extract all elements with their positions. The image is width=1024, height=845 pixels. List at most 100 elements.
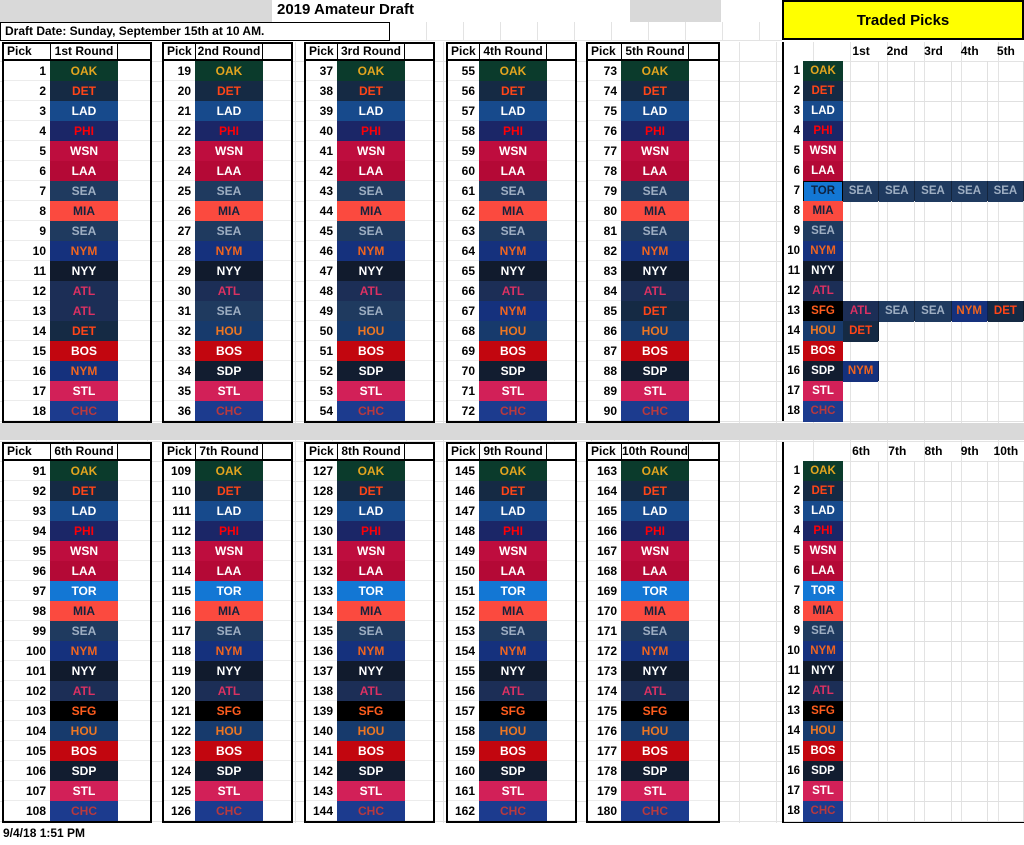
pick-number-cell[interactable]: 155 [448, 661, 479, 681]
traded-empty-cell[interactable] [951, 161, 988, 182]
pick-number-cell[interactable]: 8 [4, 201, 50, 221]
team-cell-bos[interactable]: BOS [50, 341, 118, 361]
traded-team-cell-mia[interactable]: MIA [803, 601, 843, 622]
team-cell-laa[interactable]: LAA [479, 561, 547, 581]
empty-cell[interactable] [547, 641, 575, 661]
team-cell-tor[interactable]: TOR [50, 581, 118, 601]
empty-cell[interactable] [689, 481, 718, 501]
pick-number-cell[interactable]: 66 [448, 281, 479, 301]
empty-cell[interactable] [263, 701, 291, 721]
traded-empty-cell[interactable] [951, 721, 988, 742]
team-cell-sea[interactable]: SEA [195, 181, 263, 201]
traded-empty-cell[interactable] [915, 401, 952, 422]
team-cell-nyy[interactable]: NYY [337, 661, 405, 681]
team-cell-atl[interactable]: ATL [337, 681, 405, 701]
traded-empty-cell[interactable] [843, 561, 880, 582]
traded-empty-cell[interactable] [879, 721, 916, 742]
pick-number-cell[interactable]: 124 [164, 761, 195, 781]
pick-number-cell[interactable]: 160 [448, 761, 479, 781]
team-cell-wsn[interactable]: WSN [479, 541, 547, 561]
pick-number-cell[interactable]: 72 [448, 401, 479, 421]
team-cell-mia[interactable]: MIA [621, 201, 689, 221]
pick-number-cell[interactable]: 127 [306, 461, 337, 481]
pick-number-cell[interactable]: 92 [4, 481, 50, 501]
traded-empty-cell[interactable] [879, 121, 916, 142]
pick-number-cell[interactable]: 109 [164, 461, 195, 481]
team-cell-tor[interactable]: TOR [621, 581, 689, 601]
traded-empty-cell[interactable] [987, 621, 1024, 642]
traded-team-cell-bos[interactable]: BOS [803, 741, 843, 762]
traded-team-cell-sdp[interactable]: SDP [803, 361, 843, 382]
team-cell-wsn[interactable]: WSN [337, 541, 405, 561]
traded-empty-cell[interactable] [879, 601, 916, 622]
empty-cell[interactable] [547, 581, 575, 601]
pick-number-cell[interactable]: 111 [164, 501, 195, 521]
team-cell-det[interactable]: DET [621, 81, 689, 101]
team-cell-chc[interactable]: CHC [50, 401, 118, 421]
traded-empty-cell[interactable] [915, 561, 952, 582]
traded-empty-cell[interactable] [951, 621, 988, 642]
empty-cell[interactable] [689, 761, 718, 781]
traded-empty-cell[interactable] [843, 641, 880, 662]
team-cell-sfg[interactable]: SFG [621, 701, 689, 721]
team-cell-oak[interactable]: OAK [50, 61, 118, 81]
team-cell-nyy[interactable]: NYY [50, 261, 118, 281]
empty-cell[interactable] [118, 641, 150, 661]
pick-number-cell[interactable]: 73 [588, 61, 621, 81]
pick-number-cell[interactable]: 41 [306, 141, 337, 161]
pick-number-cell[interactable]: 45 [306, 221, 337, 241]
empty-cell[interactable] [263, 681, 291, 701]
traded-to-cell-det[interactable]: DET [987, 301, 1024, 322]
empty-cell[interactable] [405, 461, 433, 481]
traded-empty-cell[interactable] [951, 61, 988, 82]
pick-number-cell[interactable]: 153 [448, 621, 479, 641]
traded-empty-cell[interactable] [951, 741, 988, 762]
traded-empty-cell[interactable] [843, 521, 880, 542]
empty-cell[interactable] [689, 521, 718, 541]
pick-number-cell[interactable]: 70 [448, 361, 479, 381]
traded-team-cell-atl[interactable]: ATL [803, 281, 843, 302]
team-cell-hou[interactable]: HOU [479, 321, 547, 341]
team-cell-tor[interactable]: TOR [337, 581, 405, 601]
traded-team-cell-hou[interactable]: HOU [803, 321, 843, 342]
traded-empty-cell[interactable] [951, 381, 988, 402]
traded-pick-number[interactable]: 11 [784, 661, 803, 682]
empty-cell[interactable] [263, 301, 291, 321]
team-cell-lad[interactable]: LAD [479, 101, 547, 121]
pick-number-cell[interactable]: 106 [4, 761, 50, 781]
empty-cell[interactable] [118, 581, 150, 601]
traded-pick-number[interactable]: 13 [784, 701, 803, 722]
pick-number-cell[interactable]: 53 [306, 381, 337, 401]
traded-pick-number[interactable]: 8 [784, 201, 803, 222]
pick-number-cell[interactable]: 2 [4, 81, 50, 101]
pick-number-cell[interactable]: 56 [448, 81, 479, 101]
traded-team-cell-phi[interactable]: PHI [803, 121, 843, 142]
pick-number-cell[interactable]: 138 [306, 681, 337, 701]
pick-number-cell[interactable]: 120 [164, 681, 195, 701]
empty-cell[interactable] [689, 801, 718, 821]
team-cell-atl[interactable]: ATL [479, 681, 547, 701]
traded-team-cell-tor[interactable]: TOR [803, 181, 843, 202]
team-cell-hou[interactable]: HOU [195, 321, 263, 341]
pick-number-cell[interactable]: 68 [448, 321, 479, 341]
traded-empty-cell[interactable] [879, 221, 916, 242]
pick-number-cell[interactable]: 132 [306, 561, 337, 581]
team-cell-nyy[interactable]: NYY [621, 661, 689, 681]
traded-empty-cell[interactable] [951, 641, 988, 662]
team-cell-sea[interactable]: SEA [337, 301, 405, 321]
traded-empty-cell[interactable] [879, 641, 916, 662]
empty-cell[interactable] [263, 201, 291, 221]
traded-pick-number[interactable]: 2 [784, 81, 803, 102]
pick-number-cell[interactable]: 157 [448, 701, 479, 721]
traded-empty-cell[interactable] [843, 121, 880, 142]
team-cell-nyy[interactable]: NYY [50, 661, 118, 681]
empty-cell[interactable] [405, 161, 433, 181]
team-cell-sdp[interactable]: SDP [479, 361, 547, 381]
traded-empty-cell[interactable] [951, 521, 988, 542]
traded-empty-cell[interactable] [915, 361, 952, 382]
team-cell-tor[interactable]: TOR [195, 581, 263, 601]
team-cell-phi[interactable]: PHI [337, 521, 405, 541]
team-cell-nyy[interactable]: NYY [337, 261, 405, 281]
pick-number-cell[interactable]: 80 [588, 201, 621, 221]
pick-number-cell[interactable]: 64 [448, 241, 479, 261]
